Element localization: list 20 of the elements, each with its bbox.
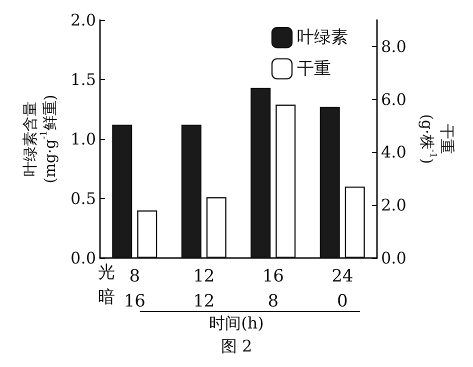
y2-tick-label: 4.0 [381, 142, 406, 162]
y2-tick-label: 8.0 [381, 36, 406, 56]
x-axis-title: 时间(h) [209, 314, 264, 332]
y2-tick-label: 6.0 [381, 90, 406, 109]
y-tick-label: 0.5 [70, 189, 96, 208]
x-tick-label: 12 12 [193, 266, 215, 312]
y2-tick-label: 2.0 [381, 196, 406, 215]
text: 暗 [98, 288, 115, 308]
y-tick-label: 2.0 [70, 10, 96, 30]
y-tick-label: 0.0 [70, 248, 96, 268]
caption: 图 2 [220, 336, 252, 356]
legend-label: 干重 [297, 58, 331, 79]
x-tick-label: 8 16 [124, 266, 146, 312]
x-tick-label: 24 0 [332, 266, 354, 312]
y-tick-label: 1.0 [70, 130, 96, 148]
legend-label: 叶绿素 [297, 28, 348, 48]
y-tick-label: 1.5 [70, 70, 96, 89]
text: 光 [98, 262, 115, 282]
x-tick-label: 16 8 [262, 266, 284, 312]
y2-tick-label: 0.0 [381, 248, 406, 268]
